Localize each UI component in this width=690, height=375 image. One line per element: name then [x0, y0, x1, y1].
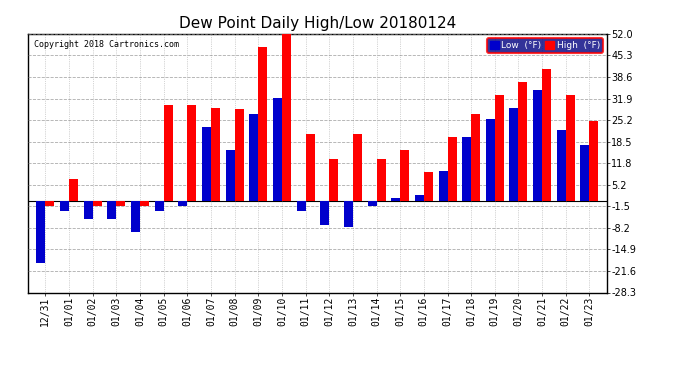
Bar — [589, 121, 598, 201]
Bar — [566, 95, 575, 201]
Bar — [439, 171, 448, 201]
Bar — [140, 201, 149, 206]
Bar — [542, 69, 551, 201]
Bar — [273, 98, 282, 201]
Bar — [320, 201, 329, 225]
Bar — [178, 201, 187, 206]
Bar — [368, 201, 377, 206]
Bar — [471, 114, 480, 201]
Bar — [462, 137, 471, 201]
Bar — [117, 201, 126, 206]
Bar — [46, 201, 55, 206]
Bar — [448, 137, 457, 201]
Bar — [92, 201, 101, 206]
Bar — [83, 201, 92, 219]
Legend: Low  (°F), High  (°F): Low (°F), High (°F) — [487, 38, 602, 53]
Bar — [282, 34, 291, 201]
Bar — [518, 82, 527, 201]
Bar — [249, 114, 258, 201]
Bar — [60, 201, 69, 211]
Bar — [509, 108, 518, 201]
Bar — [164, 105, 172, 201]
Bar — [580, 145, 589, 201]
Bar — [108, 201, 117, 219]
Bar — [211, 108, 220, 201]
Bar — [69, 179, 78, 201]
Bar — [415, 195, 424, 201]
Bar — [202, 127, 211, 201]
Bar — [258, 46, 267, 201]
Text: Copyright 2018 Cartronics.com: Copyright 2018 Cartronics.com — [34, 40, 179, 49]
Bar — [353, 134, 362, 201]
Bar — [391, 198, 400, 201]
Bar — [235, 110, 244, 201]
Bar — [306, 134, 315, 201]
Bar — [344, 201, 353, 227]
Title: Dew Point Daily High/Low 20180124: Dew Point Daily High/Low 20180124 — [179, 16, 456, 31]
Bar — [533, 90, 542, 201]
Bar — [424, 172, 433, 201]
Bar — [329, 159, 338, 201]
Bar — [187, 105, 196, 201]
Bar — [377, 159, 386, 201]
Bar — [297, 201, 306, 211]
Bar — [155, 201, 164, 211]
Bar — [226, 150, 235, 201]
Bar — [486, 119, 495, 201]
Bar — [37, 201, 46, 262]
Bar — [131, 201, 140, 232]
Bar — [400, 150, 409, 201]
Bar — [557, 130, 566, 201]
Bar — [495, 95, 504, 201]
